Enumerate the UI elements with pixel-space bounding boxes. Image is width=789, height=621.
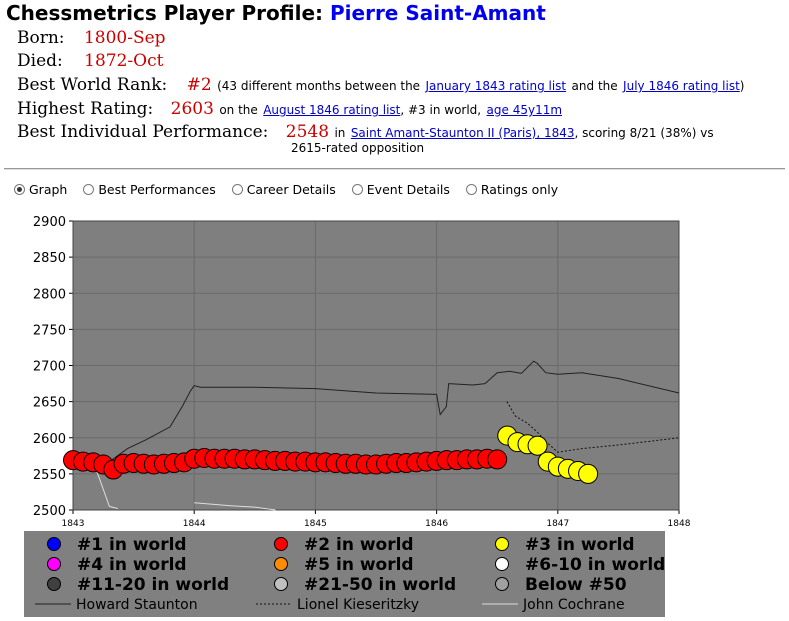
highest-text1: on the — [219, 103, 258, 117]
highest-label: Highest Rating: — [17, 99, 154, 119]
option-career-details[interactable]: Career Details — [231, 182, 336, 197]
radio-graph[interactable] — [14, 184, 25, 195]
highest-link-aug-1846[interactable]: August 1846 rating list — [263, 103, 401, 117]
option-event-details-label: Event Details — [366, 182, 450, 197]
perf-label: Best Individual Performance: — [17, 122, 269, 142]
legend-label: #6-10 in world — [525, 555, 665, 575]
legend-label: #11-20 in world — [77, 575, 229, 595]
option-best-performances[interactable]: Best Performances — [83, 182, 216, 197]
highest-value: 2603 — [170, 99, 214, 119]
born-value: 1800-Sep — [83, 28, 166, 48]
died-value: 1872-Oct — [84, 51, 164, 71]
line-john-cochrane — [194, 502, 276, 511]
data-point — [578, 463, 599, 484]
y-tick-label: 2700 — [33, 360, 66, 375]
y-tick-label: 2850 — [33, 251, 66, 266]
legend-box — [24, 531, 665, 617]
option-ratings-only[interactable]: Ratings only — [465, 182, 559, 197]
legend-marker — [495, 557, 509, 571]
data-point — [487, 449, 508, 470]
legend-label: #3 in world — [525, 535, 635, 555]
legend-line-label: John Cochrane — [522, 597, 625, 613]
plot-border — [72, 220, 680, 511]
died-row: Died: 1872-Oct — [17, 51, 163, 71]
option-best-performances-label: Best Performances — [98, 182, 216, 197]
option-ratings-only-label: Ratings only — [480, 182, 559, 197]
y-tick-label: 2550 — [33, 468, 66, 483]
legend-line-label: Howard Staunton — [76, 597, 198, 613]
radio-ratings-only[interactable] — [465, 184, 477, 195]
age-link[interactable]: age 45y11m — [486, 103, 563, 117]
perf-text1: in — [334, 126, 346, 140]
x-tick-label: 1844 — [183, 519, 206, 529]
divider — [4, 168, 785, 170]
legend-label: #4 in world — [77, 555, 187, 575]
radio-event-details[interactable] — [351, 184, 363, 195]
legend-label: #1 in world — [77, 535, 187, 555]
y-tick-label: 2900 — [33, 215, 66, 230]
legend-line-label: Lionel Kieseritzky — [297, 597, 419, 613]
title-prefix: Chessmetrics Player Profile: — [6, 1, 324, 25]
line-howard-staunton — [109, 360, 680, 463]
legend-marker — [47, 537, 61, 551]
page-title: Chessmetrics Player Profile: Pierre Sain… — [6, 1, 546, 25]
perf-text2: , scoring 8/21 (38%) vs — [574, 126, 714, 140]
option-graph-label: Graph — [29, 182, 68, 197]
option-career-details-label: Career Details — [246, 182, 336, 197]
rank-link-jul-1846[interactable]: July 1846 rating list — [623, 79, 740, 93]
perf-event-link[interactable]: Saint Amant-Staunton II (Paris), 1843 — [350, 126, 575, 140]
legend-marker — [274, 557, 288, 571]
option-graph[interactable]: Graph — [14, 182, 67, 197]
best-rank-row: Best World Rank: #2 (43 different months… — [17, 75, 744, 95]
radio-best-performances[interactable] — [83, 184, 95, 195]
x-tick-label: 1846 — [425, 519, 448, 529]
x-tick-label: 1843 — [62, 519, 85, 529]
legend-label: #21-50 in world — [304, 575, 456, 595]
born-label: Born: — [17, 28, 65, 48]
radio-career-details[interactable] — [231, 184, 243, 195]
x-tick-label: 1847 — [546, 519, 569, 529]
view-options: Graph Best Performances Career Details E… — [14, 182, 570, 198]
y-tick-label: 2600 — [33, 432, 66, 447]
legend-marker — [274, 537, 288, 551]
rank-text3: ) — [739, 79, 745, 93]
legend-marker — [47, 577, 61, 591]
x-tick-label: 1848 — [668, 519, 691, 529]
option-event-details[interactable]: Event Details — [351, 182, 450, 197]
highest-rating-row: Highest Rating: 2603 on the August 1846 … — [17, 99, 562, 119]
best-performance-row: Best Individual Performance: 2548 in Sai… — [17, 122, 714, 142]
rank-text1: (43 different months between the — [217, 79, 421, 93]
died-label: Died: — [17, 51, 63, 71]
player-name: Pierre Saint-Amant — [330, 1, 546, 25]
legend-label: Below #50 — [525, 575, 627, 595]
legend-marker — [274, 577, 288, 591]
highest-text2: , #3 in world, — [400, 103, 482, 117]
y-tick-label: 2750 — [33, 323, 66, 338]
rank-value: #2 — [186, 75, 212, 95]
rank-link-jan-1843[interactable]: January 1843 rating list — [425, 79, 567, 93]
data-point — [527, 435, 548, 456]
legend-label: #2 in world — [304, 535, 414, 555]
legend-label: #5 in world — [304, 555, 414, 575]
legend-marker — [495, 537, 509, 551]
y-tick-label: 2500 — [33, 504, 66, 519]
born-row: Born: 1800-Sep — [17, 28, 166, 48]
perf-text3: 2615-rated opposition — [291, 141, 425, 155]
x-tick-label: 1845 — [304, 519, 327, 529]
rank-text2: and the — [571, 79, 618, 93]
legend-marker — [47, 557, 61, 571]
y-tick-label: 2650 — [33, 396, 66, 411]
perf-value: 2548 — [285, 122, 330, 142]
y-tick-label: 2800 — [33, 287, 66, 302]
rank-label: Best World Rank: — [17, 75, 168, 95]
legend-marker — [495, 577, 509, 591]
